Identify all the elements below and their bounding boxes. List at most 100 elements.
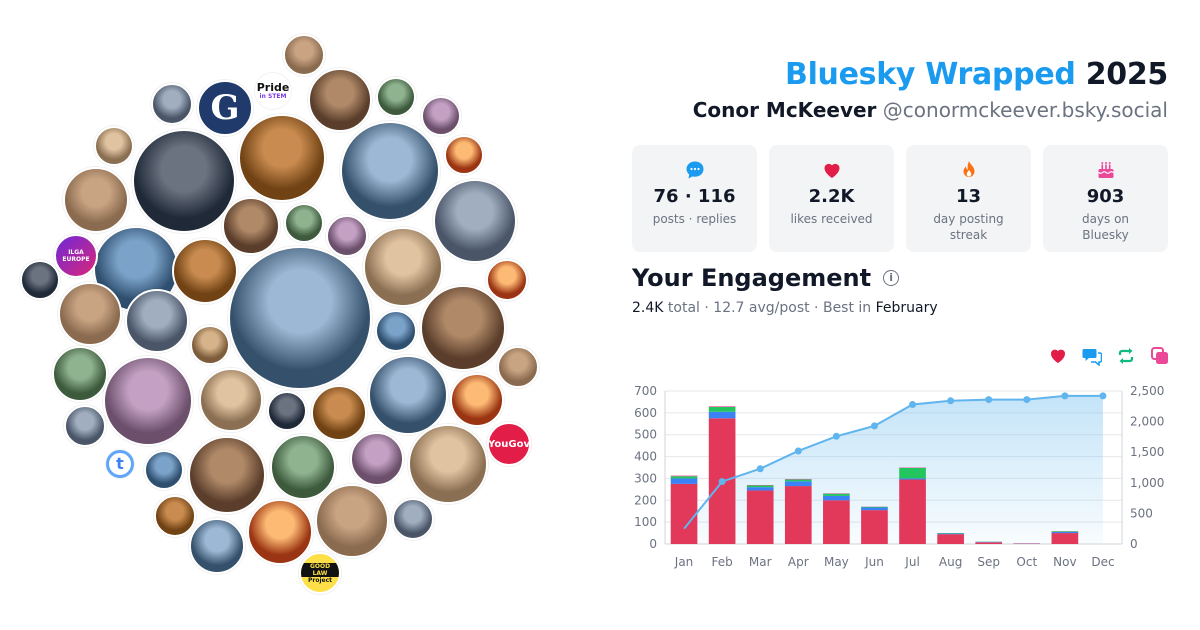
- avatar[interactable]: [222, 197, 280, 255]
- stat-cards: 76 · 116 posts · replies 2.2K likes rece…: [632, 145, 1168, 252]
- stat-value-likes: 2.2K: [808, 186, 855, 207]
- avatar[interactable]: [63, 167, 129, 233]
- avatar[interactable]: [103, 356, 193, 446]
- x-tick-label: Jul: [904, 555, 919, 569]
- ilga-logo-top: ILGA: [68, 249, 84, 256]
- avatar[interactable]: [247, 499, 313, 565]
- avatar[interactable]: [188, 436, 266, 514]
- stat-card-likes: 2.2K likes received: [769, 145, 894, 252]
- cumulative-point: [947, 397, 955, 405]
- avatar[interactable]: [326, 215, 368, 257]
- avatar[interactable]: [350, 432, 404, 486]
- info-icon[interactable]: i: [883, 270, 900, 286]
- avatar[interactable]: [267, 391, 307, 431]
- bar-replies-aug: [937, 533, 964, 535]
- y-tick-label-right: 1,500: [1130, 445, 1164, 459]
- quote-icon[interactable]: [1150, 346, 1170, 366]
- bar-likes-nov: [1051, 533, 1079, 544]
- page-title: Bluesky Wrapped 2025: [693, 56, 1168, 94]
- avatar[interactable]: [64, 405, 106, 447]
- bar-reposts-jun: [861, 506, 888, 508]
- avatar[interactable]: [311, 385, 367, 441]
- repost-icon[interactable]: [1116, 346, 1136, 366]
- avatar[interactable]: [368, 355, 448, 435]
- x-tick-label: Oct: [1016, 555, 1037, 569]
- bar-likes-apr: [784, 486, 812, 544]
- bar-reposts-jul: [899, 467, 926, 479]
- bar-likes-sep: [975, 542, 1003, 544]
- x-tick-label: May: [824, 555, 849, 569]
- avatar[interactable]: [189, 518, 245, 574]
- bar-replies-feb: [708, 411, 736, 419]
- avatar[interactable]: [283, 34, 325, 76]
- year-title: 2025: [1085, 57, 1169, 92]
- avatar[interactable]: [363, 227, 443, 307]
- pride-logo-bottom: in STEM: [259, 92, 287, 100]
- engagement-avg-label: avg/post: [748, 300, 810, 316]
- avatar[interactable]: [132, 129, 236, 233]
- heart-icon[interactable]: [1048, 346, 1068, 366]
- engagement-best: February: [875, 300, 938, 316]
- avatar[interactable]: [270, 434, 336, 500]
- ilga-logo-bottom: EUROPE: [62, 256, 90, 263]
- cumulative-point: [1061, 392, 1069, 400]
- stat-value-streak: 13: [955, 186, 982, 207]
- avatar[interactable]: [144, 450, 184, 490]
- avatar[interactable]: [497, 346, 539, 388]
- avatar[interactable]: [94, 126, 134, 166]
- avatar[interactable]: [52, 346, 108, 402]
- good-law-project-logo[interactable]: GOOD LAW Project: [299, 552, 341, 594]
- avatar[interactable]: [450, 373, 504, 427]
- avatar[interactable]: [392, 498, 434, 540]
- avatar[interactable]: [20, 260, 60, 300]
- avatar[interactable]: [154, 495, 196, 537]
- avatar[interactable]: [151, 83, 193, 125]
- avatar[interactable]: [58, 282, 122, 346]
- engagement-avg: 12.7: [713, 300, 745, 316]
- x-tick-label: Jan: [674, 555, 694, 569]
- chart-legend: [1048, 346, 1170, 367]
- y-tick-label-left: 500: [634, 428, 657, 442]
- avatar[interactable]: [308, 68, 372, 132]
- bar-likes-jan: [670, 483, 698, 544]
- bar-replies-may: [823, 495, 850, 501]
- avatar[interactable]: [375, 310, 417, 352]
- bar-replies-apr: [784, 481, 812, 487]
- avatar[interactable]: [125, 289, 189, 353]
- user-line: Conor McKeever @conormckeever.bsky.socia…: [693, 96, 1168, 124]
- cumulative-point: [870, 422, 878, 430]
- avatar[interactable]: [190, 325, 230, 365]
- avatar[interactable]: [444, 135, 484, 175]
- avatar[interactable]: [238, 114, 326, 202]
- x-tick-label: Sep: [977, 555, 1000, 569]
- guardian-logo[interactable]: G: [197, 80, 253, 136]
- ilga-europe-logo[interactable]: ILGA EUROPE: [54, 234, 98, 278]
- avatar[interactable]: [433, 179, 517, 263]
- avatar[interactable]: [228, 246, 372, 390]
- avatar[interactable]: [408, 424, 488, 504]
- stat-card-days: 903 days on Bluesky: [1043, 145, 1168, 252]
- reply-icon[interactable]: [1082, 346, 1103, 367]
- avatar[interactable]: [340, 121, 440, 221]
- avatar[interactable]: [315, 484, 389, 558]
- y-tick-label-right: 0: [1130, 537, 1138, 551]
- t-logo[interactable]: t: [106, 450, 134, 478]
- bar-replies-jan: [670, 478, 698, 484]
- bar-likes-jun: [861, 510, 888, 544]
- avatar[interactable]: [420, 285, 506, 371]
- avatar[interactable]: [284, 203, 324, 243]
- pride-logo-top: Pride: [256, 80, 290, 94]
- avatar[interactable]: [376, 77, 416, 117]
- avatar[interactable]: [199, 368, 263, 432]
- bar-quotes-feb: [708, 406, 736, 407]
- header: Bluesky Wrapped 2025 Conor McKeever @con…: [693, 56, 1169, 124]
- engagement-title: Your Engagement: [632, 264, 872, 292]
- yougov-logo[interactable]: YouGov: [487, 422, 531, 466]
- avatar[interactable]: [486, 259, 528, 301]
- avatar[interactable]: [421, 96, 461, 136]
- bar-reposts-feb: [708, 406, 736, 412]
- avatar[interactable]: [172, 238, 238, 304]
- guardian-logo-text: G: [210, 88, 240, 128]
- pride-in-stem-logo[interactable]: Pride in STEM: [255, 73, 291, 109]
- cumulative-point: [1023, 396, 1031, 404]
